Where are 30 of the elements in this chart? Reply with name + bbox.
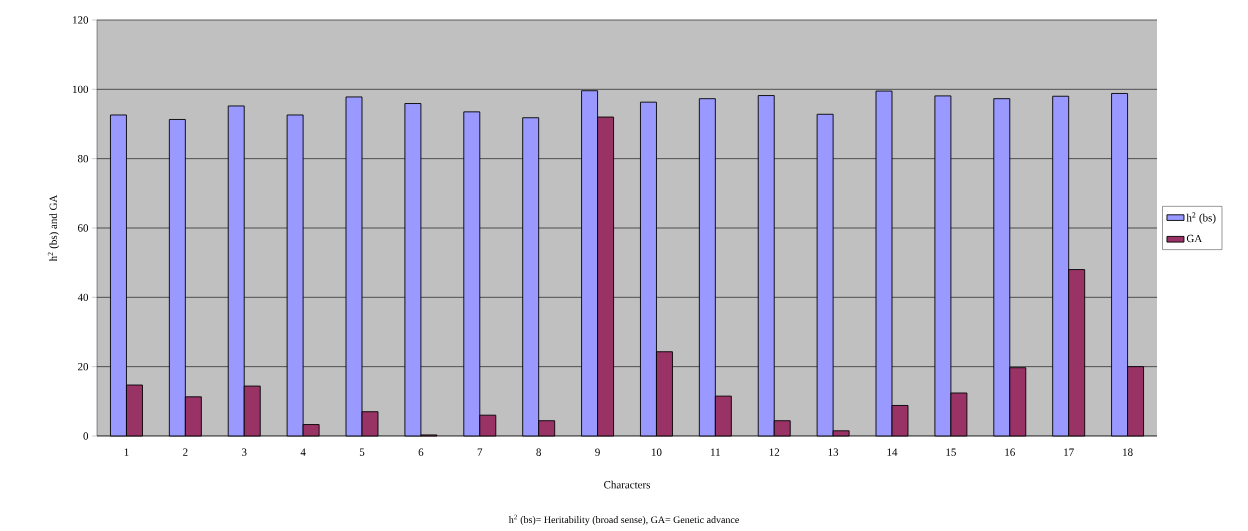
x-axis-title: Characters bbox=[604, 480, 651, 489]
legend-label: GA bbox=[1186, 234, 1203, 243]
x-tick-label: 8 bbox=[536, 448, 541, 456]
y-axis-title: h$^{2}$ (bs) and GA bbox=[47, 194, 60, 262]
x-tick-label: 4 bbox=[300, 448, 306, 456]
y-tick-label: 100 bbox=[73, 85, 89, 94]
x-tick-label: 3 bbox=[242, 448, 247, 456]
x-tick-label: 12 bbox=[769, 448, 780, 456]
y-tick-label: 0 bbox=[83, 432, 89, 440]
x-tick-label: 9 bbox=[595, 448, 600, 456]
x-tick-label: 10 bbox=[651, 448, 662, 456]
x-tick-label: 2 bbox=[183, 448, 188, 456]
y-tick-label: 80 bbox=[77, 154, 89, 163]
x-tick-label: 17 bbox=[1064, 448, 1074, 456]
x-tick-label: 14 bbox=[887, 448, 898, 456]
x-tick-label: 13 bbox=[828, 448, 839, 456]
x-tick-label: 15 bbox=[946, 448, 956, 456]
x-tick-label: 18 bbox=[1123, 448, 1133, 456]
x-tick-label: 1 bbox=[124, 448, 129, 456]
legend-label: h$^{2}$ (bs) bbox=[1186, 212, 1216, 224]
y-tick-label: 60 bbox=[78, 224, 89, 232]
text: h$^{2}$ (bs)= Heritability (broad sense), GA= Genetic advance bbox=[508, 514, 739, 526]
x-tick-label: 11 bbox=[711, 448, 720, 456]
y-tick-label: 120 bbox=[73, 16, 89, 24]
x-tick-label: 16 bbox=[1005, 448, 1015, 456]
y-tick-label: 40 bbox=[77, 293, 89, 302]
x-tick-label: 5 bbox=[359, 448, 365, 456]
x-tick-label: 6 bbox=[418, 448, 424, 456]
x-tick-label: 7 bbox=[477, 448, 483, 456]
y-tick-label: 20 bbox=[78, 362, 89, 371]
